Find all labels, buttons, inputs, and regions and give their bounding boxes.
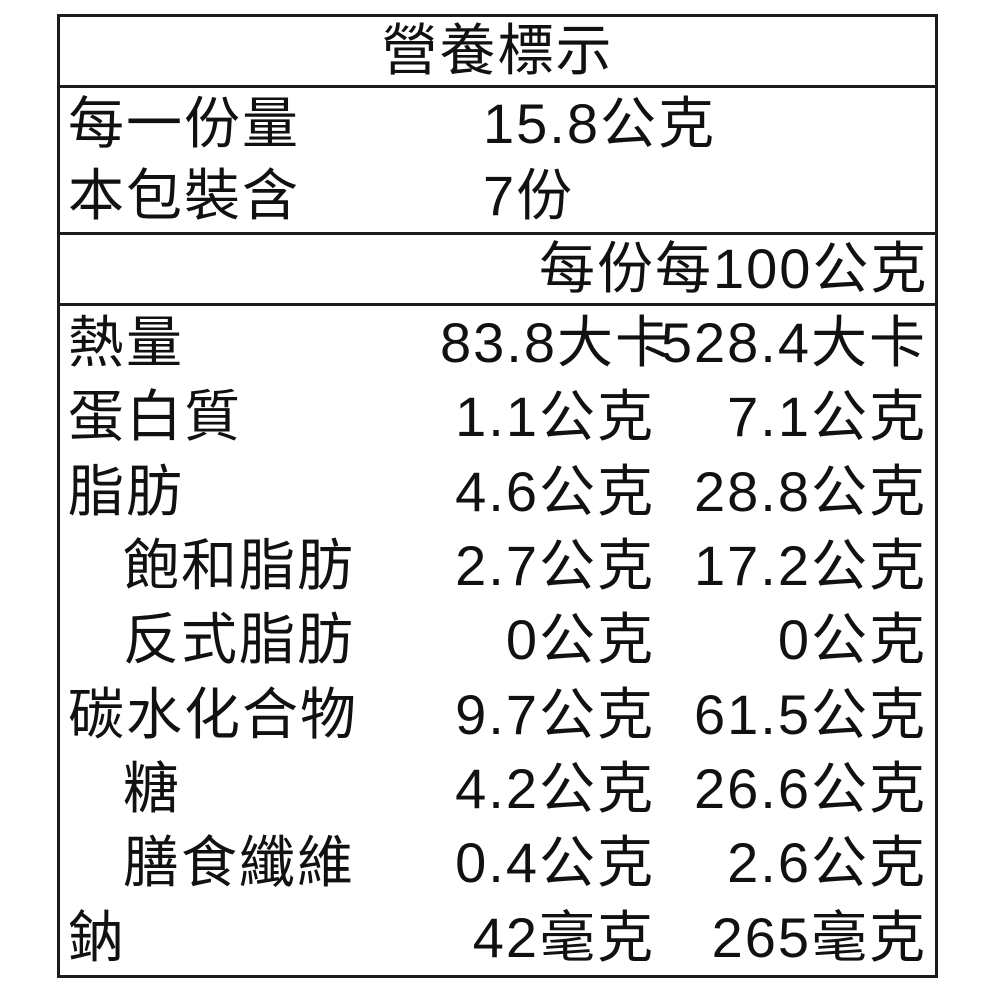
nutrient-row-dietary-fiber: 膳食纖維 0.4公克 2.6公克 bbox=[60, 826, 935, 900]
nutrient-row-protein: 蛋白質 1.1公克 7.1公克 bbox=[60, 380, 935, 454]
nutrient-row-trans-fat: 反式脂肪 0公克 0公克 bbox=[60, 603, 935, 677]
nutrient-per-100g: 7.1公克 bbox=[727, 385, 927, 449]
serving-size-row: 每一份量 15.8公克 bbox=[60, 88, 935, 160]
nutrient-label: 飽和脂肪 bbox=[123, 534, 355, 598]
nutrient-per-100g: 528.4大卡 bbox=[660, 311, 927, 375]
nutrient-per-serving: 4.6公克 bbox=[455, 459, 655, 523]
nutrient-row-saturated-fat: 飽和脂肪 2.7公克 17.2公克 bbox=[60, 529, 935, 603]
nutrient-per-serving: 42毫克 bbox=[472, 905, 655, 969]
nutrition-facts-table: 營養標示 每一份量 15.8公克 本包裝含 7份 每份 每100公克 熱量 83… bbox=[57, 14, 938, 978]
nutrient-row-sodium: 鈉 42毫克 265毫克 bbox=[60, 901, 935, 975]
servings-per-package-value: 7份 bbox=[483, 164, 575, 227]
nutrient-per-serving: 0公克 bbox=[505, 608, 655, 672]
nutrient-per-serving: 83.8大卡 bbox=[440, 311, 673, 375]
nutrient-per-serving: 0.4公克 bbox=[455, 831, 655, 895]
nutrient-label: 熱量 bbox=[68, 311, 184, 375]
nutrient-label: 鈉 bbox=[68, 905, 126, 969]
nutrient-label: 碳水化合物 bbox=[68, 682, 358, 746]
nutrient-per-100g: 2.6公克 bbox=[727, 831, 927, 895]
servings-per-package-row: 本包裝含 7份 bbox=[60, 160, 935, 232]
nutrient-per-serving: 1.1公克 bbox=[455, 385, 655, 449]
nutrient-row-calories: 熱量 83.8大卡 528.4大卡 bbox=[60, 306, 935, 380]
nutrient-label: 脂肪 bbox=[68, 459, 184, 523]
table-title: 營養標示 bbox=[381, 19, 614, 82]
serving-size-label: 每一份量 bbox=[68, 92, 300, 155]
nutrient-row-fat: 脂肪 4.6公克 28.8公克 bbox=[60, 455, 935, 529]
nutrient-per-100g: 28.8公克 bbox=[694, 459, 927, 523]
nutrient-per-100g: 0公克 bbox=[777, 608, 927, 672]
nutrient-per-serving: 9.7公克 bbox=[455, 682, 655, 746]
table-title-row: 營養標示 bbox=[60, 17, 935, 88]
servings-per-package-label: 本包裝含 bbox=[68, 164, 300, 227]
nutrient-row-carbohydrate: 碳水化合物 9.7公克 61.5公克 bbox=[60, 678, 935, 752]
nutrient-row-sugar: 糖 4.2公克 26.6公克 bbox=[60, 752, 935, 826]
serving-size-value: 15.8公克 bbox=[483, 92, 716, 155]
nutrient-label: 反式脂肪 bbox=[123, 608, 355, 672]
column-header-per-serving: 每份 bbox=[539, 237, 655, 300]
nutrient-per-100g: 61.5公克 bbox=[694, 682, 927, 746]
column-header-per-100g: 每100公克 bbox=[655, 237, 929, 300]
nutrient-per-100g: 265毫克 bbox=[711, 905, 927, 969]
nutrient-per-serving: 2.7公克 bbox=[455, 534, 655, 598]
nutrient-label: 糖 bbox=[123, 757, 181, 821]
nutrient-label: 蛋白質 bbox=[68, 385, 242, 449]
nutrient-per-100g: 26.6公克 bbox=[694, 757, 927, 821]
nutrient-label: 膳食纖維 bbox=[123, 831, 355, 895]
nutrient-per-100g: 17.2公克 bbox=[694, 534, 927, 598]
nutrient-per-serving: 4.2公克 bbox=[455, 757, 655, 821]
column-header-row: 每份 每100公克 bbox=[60, 232, 935, 306]
